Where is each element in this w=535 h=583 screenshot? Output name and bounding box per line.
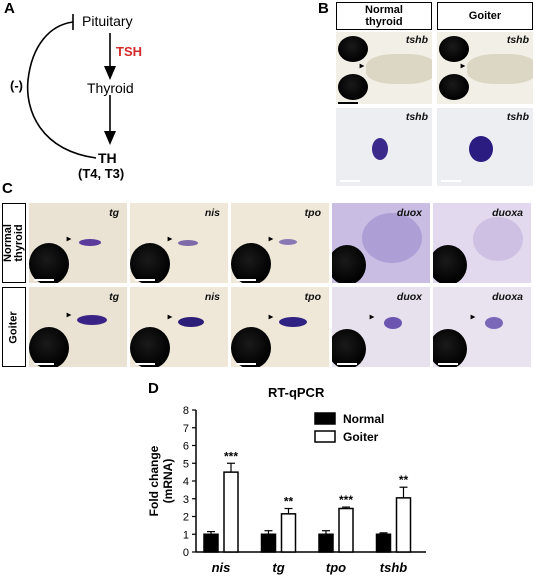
- tshb-goiter-dorsal-image: tshb: [437, 32, 533, 104]
- y-tick-label: 0: [183, 547, 189, 559]
- thyroid-label: Thyroid: [87, 80, 134, 96]
- tshb-normal-dorsal-image: tshb: [336, 32, 432, 104]
- duox-goiter-image: duox: [332, 287, 430, 367]
- y-tick-label: 7: [183, 423, 189, 435]
- pituitary-label: Pituitary: [82, 13, 133, 29]
- rt-qpcr-bar-chart: 0 1 2 3 4 5 6 7 8 Fold change(mRNA) *** nis ** tg *** t…: [147, 405, 426, 575]
- tg-goiter-image: tg: [29, 287, 127, 367]
- bar-normal-tshb: [375, 533, 392, 553]
- feedback-diagram: [26, 14, 116, 159]
- row-label-normal-thyroid: Normal thyroid: [2, 203, 26, 283]
- y-tick-label: 4: [183, 476, 189, 488]
- nis-goiter-image: nis: [130, 287, 228, 367]
- header-normal-thyroid: Normal thyroid: [336, 2, 432, 30]
- y-tick-label: 8: [183, 405, 189, 417]
- gene-label-duox: duox: [396, 291, 422, 303]
- nis-normal-image: nis: [130, 203, 228, 283]
- gene-label-duoxa: duoxa: [492, 291, 523, 303]
- th-label: TH: [98, 150, 117, 166]
- gene-label-tshb: tshb: [405, 34, 428, 46]
- legend-label-normal: Normal: [343, 412, 384, 426]
- x-tick-label: tg: [272, 560, 284, 575]
- bar-goiter-tg: [280, 513, 297, 553]
- panel-b-label: B: [318, 0, 329, 17]
- tg-normal-image: tg: [29, 203, 127, 283]
- bar-normal-tpo: [318, 533, 334, 553]
- bar-goiter-nis: [223, 471, 239, 553]
- legend-swatch-goiter: [314, 430, 336, 443]
- x-tick-label: tpo: [326, 560, 346, 575]
- x-tick-label: tshb: [380, 560, 408, 575]
- y-tick-label: 3: [183, 494, 189, 506]
- legend-swatch-normal: [314, 412, 336, 425]
- y-axis-label: Fold change(mRNA): [147, 445, 175, 516]
- gene-label-nis: nis: [204, 291, 220, 303]
- chart-title: RT-qPCR: [268, 385, 325, 400]
- gene-label-duoxa: duoxa: [492, 207, 523, 219]
- row-label-goiter: Goiter: [2, 287, 26, 367]
- th-sub-label: (T4, T3): [78, 166, 125, 181]
- tpo-goiter-image: tpo: [231, 287, 329, 367]
- bar-goiter-tshb: [395, 497, 412, 553]
- gene-label-tg: tg: [109, 207, 119, 219]
- tshb-normal-closeup-image: tshb: [336, 108, 432, 186]
- gene-label-tpo: tpo: [304, 291, 321, 303]
- bar-normal-tg: [260, 533, 277, 553]
- significance-marker: ***: [339, 493, 353, 507]
- duoxa-normal-image: duoxa: [433, 203, 531, 283]
- tpo-normal-image: tpo: [231, 203, 329, 283]
- duoxa-goiter-image: duoxa: [433, 287, 531, 367]
- panel-d-label: D: [148, 380, 159, 397]
- bar-normal-nis: [203, 533, 219, 553]
- gene-label-nis: nis: [204, 207, 220, 219]
- legend-label-goiter: Goiter: [343, 430, 379, 444]
- significance-marker: **: [399, 473, 409, 487]
- gene-label-tshb: tshb: [506, 111, 529, 123]
- significance-marker: ***: [224, 449, 238, 463]
- tsh-label: TSH: [116, 44, 142, 59]
- y-tick-label: 6: [183, 441, 189, 453]
- significance-marker: **: [284, 495, 294, 509]
- gene-label-tshb: tshb: [506, 34, 529, 46]
- tshb-goiter-closeup-image: tshb: [437, 108, 533, 186]
- gene-label-tg: tg: [109, 291, 119, 303]
- duox-normal-image: duox: [332, 203, 430, 283]
- gene-label-duox: duox: [396, 207, 422, 219]
- y-tick-label: 1: [183, 529, 189, 541]
- gene-label-tshb: tshb: [405, 111, 428, 123]
- feedback-sign: (-): [10, 78, 23, 93]
- header-goiter: Goiter: [437, 2, 533, 30]
- bar-goiter-tpo: [338, 507, 354, 553]
- panel-c-label: C: [2, 180, 13, 197]
- y-tick-label: 5: [183, 458, 189, 470]
- y-tick-label: 2: [183, 512, 189, 524]
- x-tick-label: nis: [212, 560, 231, 575]
- panel-a-label: A: [4, 0, 15, 17]
- gene-label-tpo: tpo: [304, 207, 321, 219]
